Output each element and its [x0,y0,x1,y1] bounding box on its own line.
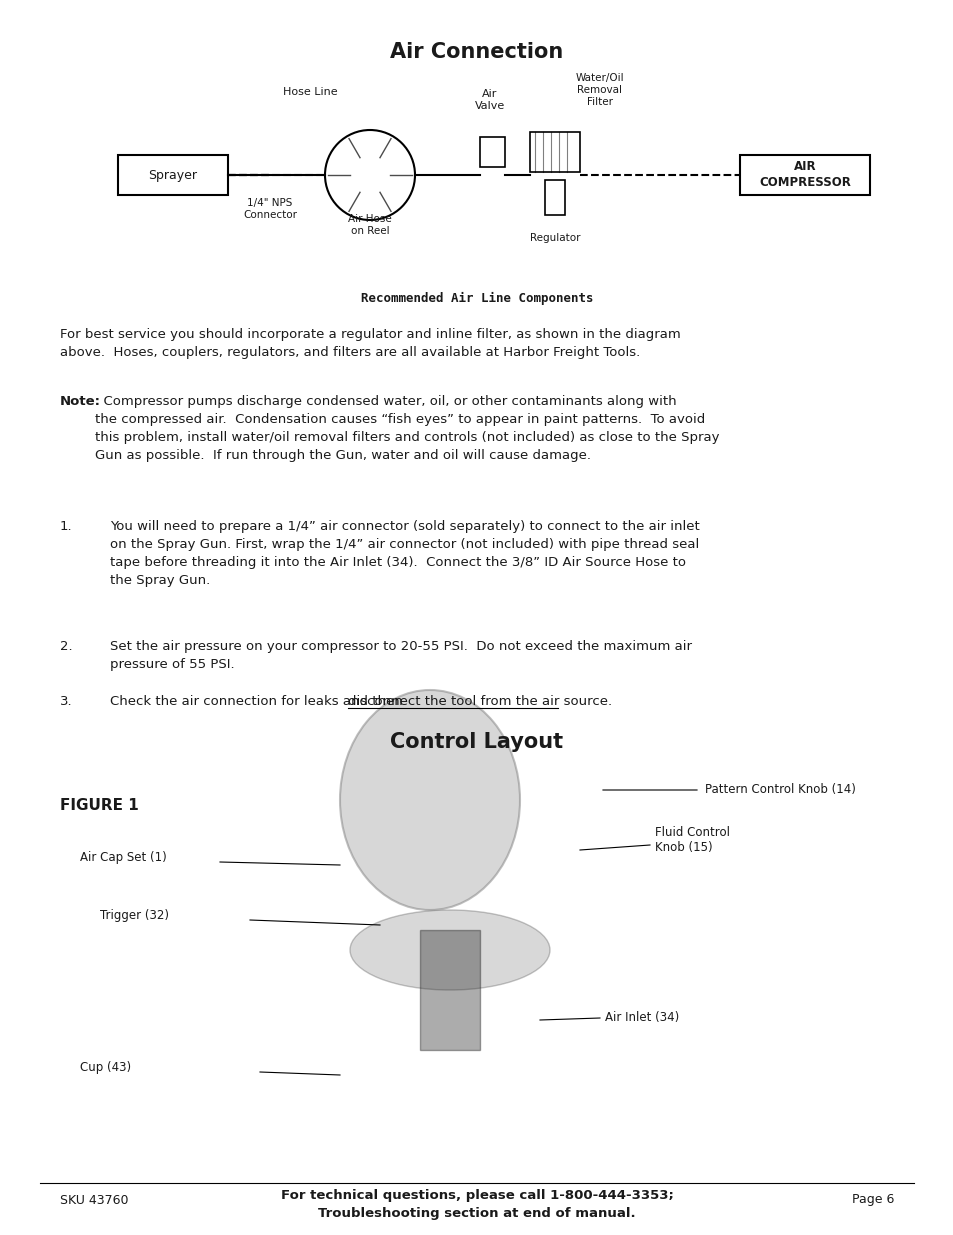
Text: 1.: 1. [60,520,72,534]
FancyBboxPatch shape [118,156,228,195]
FancyBboxPatch shape [740,156,869,195]
Text: 1/4" NPS
Connector: 1/4" NPS Connector [243,198,296,220]
Bar [544,180,564,215]
Text: disconnect the tool from the air source.: disconnect the tool from the air source. [347,695,611,708]
Text: Water/Oil
Removal
Filter: Water/Oil Removal Filter [575,73,623,106]
Ellipse shape [339,690,519,910]
Text: 2.: 2. [60,640,72,653]
Text: Air Cap Set (1): Air Cap Set (1) [80,851,167,864]
Bar [479,137,504,167]
Bar [419,930,479,1050]
Text: Control Layout: Control Layout [390,732,563,752]
Text: Compressor pumps discharge condensed water, oil, or other contaminants along wit: Compressor pumps discharge condensed wat… [95,395,719,462]
Text: Page 6: Page 6 [851,1193,893,1207]
Text: Air
Valve: Air Valve [475,89,504,111]
Text: Pattern Control Knob (14): Pattern Control Knob (14) [704,783,855,797]
Text: FIGURE 1: FIGURE 1 [60,798,138,813]
Text: For technical questions, please call 1-800-444-3353;: For technical questions, please call 1-8… [280,1188,673,1202]
Text: Air Hose
on Reel: Air Hose on Reel [348,214,392,236]
Ellipse shape [350,910,550,990]
Text: 3.: 3. [60,695,72,708]
Text: Note:: Note: [60,395,101,408]
Text: SKU 43760: SKU 43760 [60,1193,129,1207]
Text: Cup (43): Cup (43) [80,1062,131,1074]
Text: Air Inlet (34): Air Inlet (34) [604,1011,679,1025]
Text: Troubleshooting section at end of manual.: Troubleshooting section at end of manual… [318,1207,635,1219]
Text: Set the air pressure on your compressor to 20-55 PSI.  Do not exceed the maximum: Set the air pressure on your compressor … [110,640,691,671]
Text: AIR
COMPRESSOR: AIR COMPRESSOR [759,161,850,189]
Text: You will need to prepare a 1/4” air connector (sold separately) to connect to th: You will need to prepare a 1/4” air conn… [110,520,699,587]
Text: Hose Line: Hose Line [282,86,337,98]
Text: Trigger (32): Trigger (32) [100,909,169,923]
Text: For best service you should incorporate a regulator and inline filter, as shown : For best service you should incorporate … [60,329,680,359]
Text: Fluid Control
Knob (15): Fluid Control Knob (15) [655,825,729,855]
Bar [530,132,579,172]
Text: Air Connection: Air Connection [390,42,563,62]
Text: Regulator: Regulator [529,233,579,243]
Text: Recommended Air Line Components: Recommended Air Line Components [360,291,593,305]
Text: Sprayer: Sprayer [149,168,197,182]
Text: Check the air connection for leaks and then: Check the air connection for leaks and t… [110,695,407,708]
